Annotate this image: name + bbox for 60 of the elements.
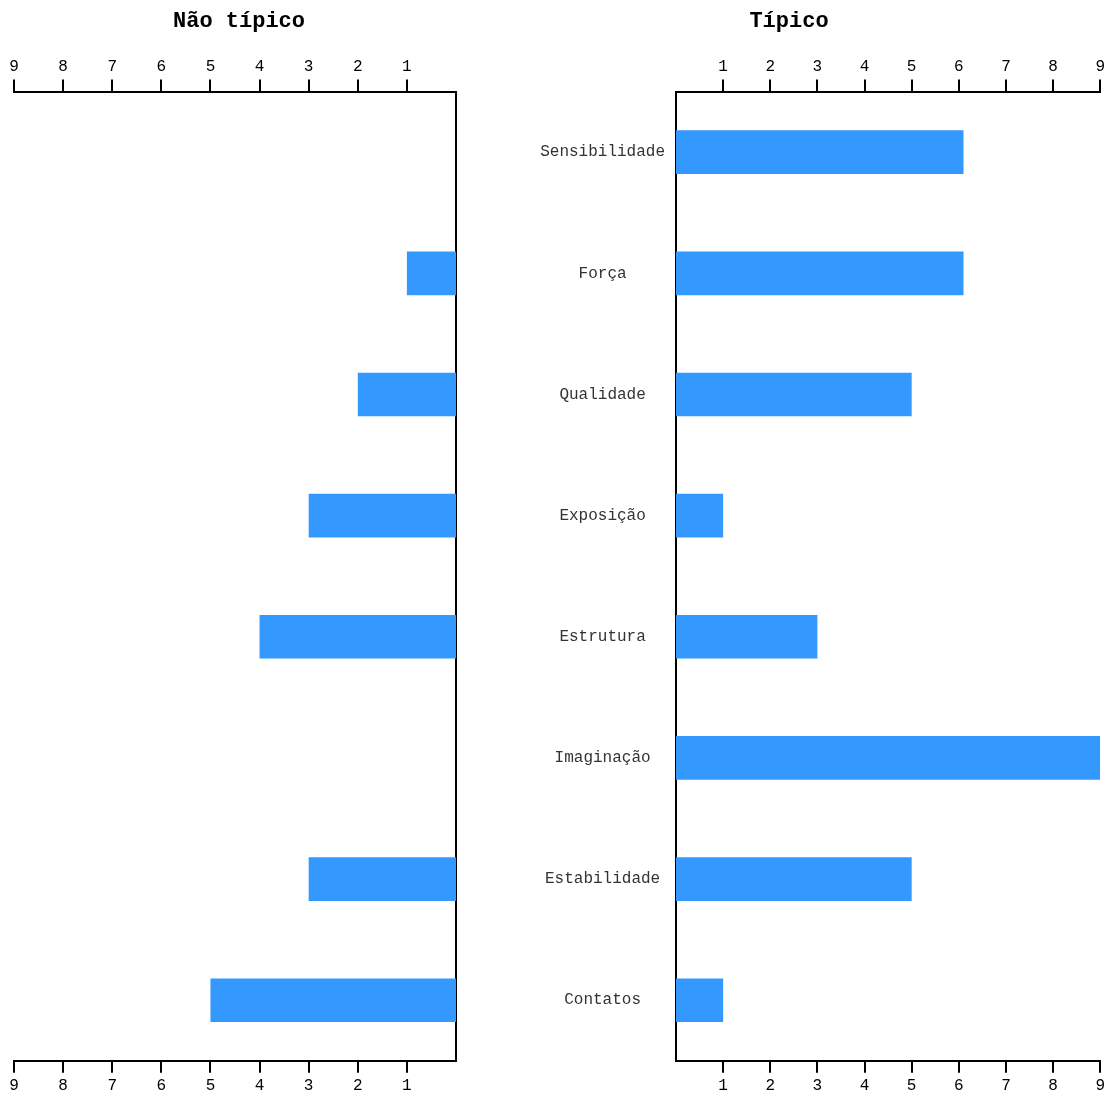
x2-tick-label: 5 [906,58,917,77]
bar [210,978,456,1023]
bar [676,857,912,901]
bar [259,614,456,659]
x-tick-label: 6 [953,1076,964,1095]
bar [357,372,456,417]
x-tick-label: 5 [205,1076,216,1095]
x-tick-label: 4 [254,1076,265,1095]
x2-tick-label: 3 [812,58,823,77]
bar [676,130,964,174]
y-tick-label: Contatos [564,991,641,1010]
x-tick-label: 8 [1048,1076,1058,1095]
x2-tick-label: 8 [58,58,68,77]
bar [676,614,818,659]
bar [676,372,912,417]
y-tick-label: Exposição [559,506,646,525]
x2-tick-label: 7 [1001,58,1011,77]
x-tick-label: 6 [156,1076,167,1095]
x2-tick-label: 9 [1095,58,1105,77]
bar [676,978,724,1023]
x2-tick-label: 8 [1048,58,1058,77]
x-tick-label: 8 [58,1076,68,1095]
x2-tick-label: 6 [156,58,167,77]
bar [676,736,1101,780]
bar [676,493,724,538]
x-tick-label: 4 [859,1076,870,1095]
y-tick-label: Qualidade [559,385,646,404]
chart-title: Não típico [172,8,306,34]
chart-title: Típico [749,8,829,34]
x2-tick-label: 9 [9,58,19,77]
y-tick-label: Estabilidade [544,870,661,889]
x2-tick-label: 2 [765,58,776,77]
x-tick-label: 3 [812,1076,823,1095]
x2-tick-label: 4 [254,58,265,77]
x2-tick-label: 1 [402,58,412,77]
x-tick-label: 7 [107,1076,118,1095]
x-tick-label: 9 [9,1076,19,1095]
bar [406,251,456,296]
y-tick-label: Estrutura [559,628,647,647]
x-tick-label: 1 [718,1076,728,1095]
bar [676,251,964,296]
x-tick-label: 7 [1001,1076,1011,1095]
x2-tick-label: 1 [718,58,728,77]
x2-tick-label: 6 [953,58,964,77]
y-tick-label: Força [578,264,627,283]
x-tick-label: 2 [765,1076,776,1095]
y-tick-label: Sensibilidade [540,143,665,162]
x-tick-label: 2 [352,1076,363,1095]
x-tick-label: 9 [1095,1076,1105,1095]
bar [308,857,456,901]
x2-tick-label: 4 [859,58,870,77]
y-tick-label: Imaginação [554,749,651,768]
bar [308,493,456,538]
x2-tick-label: 5 [205,58,216,77]
x-tick-label: 1 [402,1076,412,1095]
x2-tick-label: 2 [352,58,363,77]
x2-tick-label: 3 [303,58,314,77]
x2-tick-label: 7 [107,58,118,77]
x-tick-label: 5 [906,1076,917,1095]
x-tick-label: 3 [303,1076,314,1095]
